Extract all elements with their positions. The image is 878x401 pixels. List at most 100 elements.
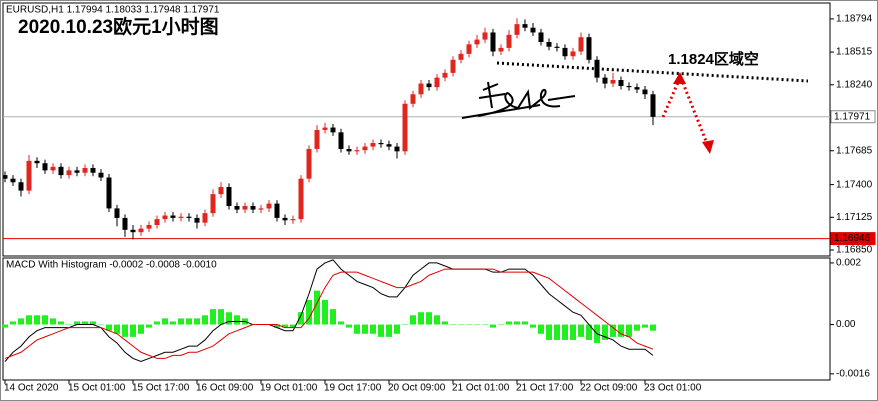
candle-body bbox=[218, 187, 224, 195]
histogram-bar bbox=[330, 309, 336, 325]
histogram-bar bbox=[626, 324, 632, 337]
candle-body bbox=[378, 143, 384, 145]
candle-body bbox=[210, 194, 216, 214]
x-tick-label: 15 Oct 01:00 bbox=[68, 383, 126, 394]
candle-body bbox=[418, 83, 424, 95]
marks: 1.18794 1.18515 1.18240 1.17685 1.17400 1.171… bbox=[2, 14, 876, 394]
x-tick-label: 21 Oct 01:00 bbox=[452, 383, 510, 394]
histogram-bar bbox=[426, 312, 432, 325]
price-label-box bbox=[830, 110, 876, 124]
histogram-bar bbox=[58, 321, 64, 325]
histogram-bar bbox=[138, 324, 144, 334]
y-tick-label: 1.18515 bbox=[836, 47, 873, 58]
candle-body bbox=[34, 160, 40, 164]
candle-body bbox=[490, 32, 496, 52]
candle-body bbox=[634, 87, 640, 90]
x-tick-label: 22 Oct 09:00 bbox=[580, 383, 638, 394]
histogram-bar bbox=[578, 324, 584, 337]
candle-body bbox=[170, 215, 176, 218]
x-tick-label: 19 Oct 17:00 bbox=[324, 383, 382, 394]
candle-body bbox=[498, 47, 504, 52]
candle-body bbox=[362, 146, 368, 151]
histogram-bar bbox=[298, 312, 304, 325]
candle-body bbox=[202, 213, 208, 223]
histogram-bar bbox=[546, 324, 552, 340]
y-tick-label: 1.18240 bbox=[836, 79, 873, 90]
histogram-bar bbox=[194, 318, 200, 325]
histogram-bar bbox=[10, 321, 16, 325]
candle-body bbox=[610, 80, 616, 84]
y-tick-label: 1.17685 bbox=[836, 145, 873, 156]
candle-body bbox=[562, 47, 568, 57]
histogram-bar bbox=[170, 321, 176, 325]
candle-body bbox=[154, 219, 160, 226]
macd-line bbox=[4, 259, 654, 363]
candle-body bbox=[370, 143, 376, 147]
histogram-bar bbox=[146, 324, 152, 328]
candle-body bbox=[474, 39, 480, 45]
candle-body bbox=[602, 77, 608, 84]
histogram-bar bbox=[466, 324, 472, 326]
histogram-bar bbox=[210, 309, 216, 325]
histogram-bar bbox=[66, 324, 72, 326]
y-tick-label: 1.17125 bbox=[836, 212, 873, 223]
candle-body bbox=[586, 37, 592, 60]
candle-body bbox=[570, 51, 576, 57]
histogram-bar bbox=[474, 324, 480, 326]
histogram-bar bbox=[354, 324, 360, 334]
histogram-bar bbox=[314, 290, 320, 325]
histogram-bar bbox=[290, 324, 296, 328]
candle-body bbox=[74, 170, 80, 173]
histogram-bar bbox=[186, 318, 192, 325]
histogram-bar bbox=[106, 324, 112, 331]
histogram-bar bbox=[274, 324, 280, 328]
histogram-bar bbox=[42, 315, 48, 325]
annotation: 1.1824区域空 bbox=[668, 50, 759, 68]
arrow-head bbox=[702, 140, 714, 154]
histogram-bar bbox=[82, 321, 88, 325]
candle-body bbox=[90, 167, 96, 173]
candle-body bbox=[434, 77, 440, 88]
candle-body bbox=[10, 178, 16, 183]
histogram-bar bbox=[490, 324, 496, 328]
histogram-bar bbox=[482, 324, 488, 326]
histogram-bar bbox=[50, 318, 56, 325]
candle-body bbox=[578, 37, 584, 52]
histogram-bar bbox=[450, 324, 456, 326]
histogram-bar bbox=[530, 324, 536, 328]
histogram-bar bbox=[90, 321, 96, 325]
histogram-bar bbox=[506, 321, 512, 325]
candle-body bbox=[226, 187, 232, 207]
histogram-bar bbox=[570, 324, 576, 340]
y-tick-label: 0.00 bbox=[836, 319, 856, 330]
candle-body bbox=[458, 53, 464, 60]
candle-body bbox=[42, 163, 48, 171]
candle-body bbox=[82, 167, 88, 173]
histogram-bar bbox=[130, 324, 136, 337]
candle-body bbox=[482, 32, 488, 40]
histogram-bar bbox=[346, 324, 352, 328]
y-tick-label: 1.18794 bbox=[836, 14, 873, 25]
histogram-bar bbox=[18, 318, 24, 325]
candle-body bbox=[274, 203, 280, 218]
candle-body bbox=[338, 132, 344, 149]
candle-body bbox=[290, 219, 296, 221]
candle-body bbox=[50, 166, 56, 171]
histogram-bar bbox=[162, 318, 168, 325]
candle-body bbox=[642, 89, 648, 95]
histogram-bar bbox=[394, 324, 400, 334]
candle-body bbox=[18, 182, 24, 191]
histogram-bar bbox=[98, 324, 104, 326]
histogram-bar bbox=[610, 324, 616, 337]
candle-body bbox=[530, 27, 536, 33]
candle-body bbox=[282, 217, 288, 221]
price-label-box bbox=[830, 232, 876, 246]
histogram-bar bbox=[338, 321, 344, 325]
histogram-bar bbox=[458, 324, 464, 326]
candle-body bbox=[298, 178, 304, 220]
candle-body bbox=[66, 170, 72, 176]
chart-title: 2020.10.23欧元1小时图 bbox=[18, 15, 219, 38]
chart-subtitle: EURUSD,H1 1.17994 1.18033 1.17948 1.1797… bbox=[6, 5, 220, 16]
histogram-bar bbox=[114, 324, 120, 334]
histogram-bar bbox=[34, 315, 40, 325]
